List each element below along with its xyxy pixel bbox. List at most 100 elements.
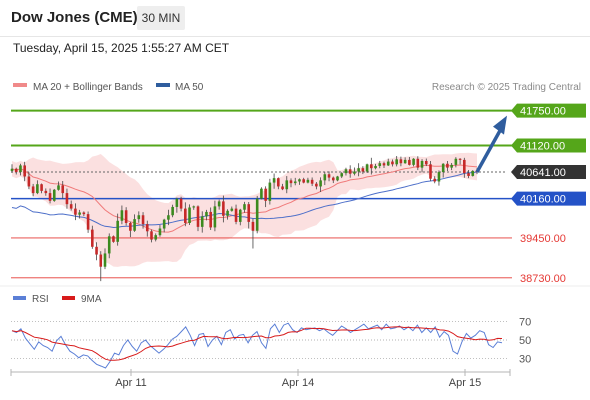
candle-body — [69, 204, 73, 209]
candle-body — [395, 159, 398, 165]
candle-body — [226, 210, 229, 216]
candle-body — [200, 216, 204, 227]
candle-body — [331, 177, 335, 181]
candle-body — [302, 179, 305, 183]
candle-body — [222, 201, 225, 216]
level-tag-40160.00 — [511, 191, 586, 206]
time-axis-label: Apr 15 — [449, 377, 481, 389]
candle-body — [412, 158, 415, 165]
candle-body — [344, 169, 348, 174]
ma50-legend-swatch — [156, 83, 170, 87]
candle-body — [57, 185, 60, 190]
level-label-41120.00: 41120.00 — [520, 140, 565, 152]
chart-header: Dow Jones (CME) 30 MIN — [0, 0, 590, 37]
candle-body — [65, 193, 69, 205]
candle-body — [281, 186, 284, 190]
interval-button[interactable]: 30 MIN — [137, 6, 185, 30]
candle-body — [463, 159, 466, 174]
candle-body — [171, 206, 174, 216]
candle-body — [319, 180, 322, 187]
candle-body — [141, 215, 145, 225]
candle-body — [353, 171, 356, 174]
candle-body — [255, 198, 259, 231]
candle-body — [298, 179, 301, 182]
rsi-ma-legend-label: 9MA — [81, 294, 102, 305]
legend: MA 20 + Bollinger Bands MA 50 Research ©… — [13, 82, 581, 93]
candle-body — [315, 183, 318, 187]
candle-body — [213, 206, 217, 228]
candle-body — [120, 210, 124, 221]
candle-body — [133, 219, 136, 231]
rsi-line — [11, 322, 503, 369]
rsi-legend-label: RSI — [32, 294, 49, 305]
level-tag-41120.00 — [511, 138, 586, 153]
candle-body — [446, 163, 449, 168]
rsi-ma-legend-swatch — [62, 296, 75, 300]
candle-body — [230, 208, 234, 211]
candle-body — [95, 246, 98, 255]
candle-body — [74, 208, 77, 215]
ma50-legend-label: MA 50 — [175, 82, 204, 93]
candle-body — [441, 163, 445, 173]
candle-body — [243, 204, 246, 210]
candle-body — [268, 182, 272, 201]
candle-body — [40, 184, 43, 191]
candle-body — [103, 253, 107, 267]
candle-body — [374, 165, 377, 169]
candle-body — [454, 158, 458, 165]
level-label-39450.00: 39450.00 — [520, 233, 566, 245]
candle-body — [61, 185, 65, 194]
candle-body — [437, 172, 441, 182]
rsi-legend: RSI 9MA — [13, 294, 102, 305]
candle-body — [91, 229, 94, 247]
candle-body — [112, 236, 115, 242]
candlesticks — [10, 156, 479, 282]
rsi-legend-swatch — [13, 296, 26, 300]
candle-body — [408, 159, 411, 165]
candle-body — [154, 235, 158, 240]
candle-body — [386, 161, 390, 166]
candle-body — [27, 176, 31, 187]
candle-body — [205, 211, 208, 217]
candle-body — [361, 168, 365, 172]
chart-credit: Research © 2025 Trading Central — [432, 82, 581, 93]
candle-body — [310, 179, 314, 184]
candle-body — [420, 160, 424, 168]
level-label-41750.00: 41750.00 — [520, 106, 566, 118]
level-label-40641.00: 40641.00 — [520, 167, 566, 179]
candle-body — [340, 173, 344, 177]
candle-body — [158, 228, 162, 236]
candle-body — [336, 176, 339, 181]
level-label-38730.00: 38730.00 — [520, 273, 566, 285]
rsi-tick-label: 70 — [519, 316, 531, 328]
candle-body — [179, 198, 183, 209]
candle-body — [247, 204, 251, 222]
level-tag-41750.00 — [511, 103, 586, 118]
candle-body — [82, 212, 86, 215]
candle-body — [403, 159, 407, 164]
candle-body — [458, 158, 462, 160]
candle-body — [467, 173, 470, 176]
time-axis: Apr 11 Apr 14 Apr 15 — [10, 369, 511, 389]
candle-body — [399, 159, 403, 164]
candle-body — [416, 158, 420, 168]
rsi-tick-label: 30 — [519, 354, 531, 366]
candle-body — [36, 184, 39, 194]
candle-body — [378, 163, 382, 166]
candle-body — [424, 160, 428, 165]
candle-body — [19, 165, 22, 173]
candle-body — [357, 168, 360, 172]
candle-body — [293, 181, 297, 184]
candle-body — [285, 180, 289, 190]
candle-body — [471, 170, 475, 176]
rsi-panel: 30 50 70 — [11, 316, 531, 369]
rsi-ma-line — [11, 326, 503, 361]
candle-body — [234, 208, 238, 222]
candle-body — [382, 163, 386, 166]
candle-body — [137, 215, 141, 220]
level-tag-40641.00 — [511, 165, 586, 180]
candle-body — [306, 179, 310, 183]
candle-body — [107, 236, 111, 254]
candle-body — [124, 210, 128, 223]
